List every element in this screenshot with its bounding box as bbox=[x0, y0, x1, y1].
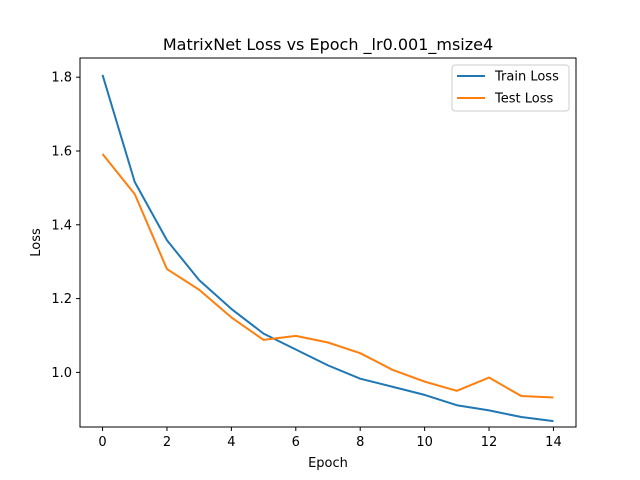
x-tick-label: 8 bbox=[356, 435, 364, 450]
y-tick-label: 1.0 bbox=[51, 366, 72, 381]
x-axis-label: Epoch bbox=[308, 456, 348, 471]
plot-frame bbox=[79, 57, 577, 428]
x-tick-label: 2 bbox=[163, 435, 171, 450]
legend-label-test: Test Loss bbox=[494, 92, 553, 107]
chart-title: MatrixNet Loss vs Epoch _lr0.001_msize4 bbox=[163, 35, 493, 55]
legend: Train Loss Test Loss bbox=[451, 64, 570, 112]
series-line-train-loss bbox=[101, 74, 554, 423]
series-line-test-loss bbox=[101, 153, 554, 399]
y-tick-label: 1.8 bbox=[51, 71, 72, 86]
x-tick-label: 14 bbox=[545, 435, 562, 450]
y-tick-label: 1.2 bbox=[51, 292, 72, 307]
y-tick-label: 1.6 bbox=[51, 144, 72, 159]
x-tick-label: 12 bbox=[481, 435, 498, 450]
x-tick-label: 0 bbox=[98, 435, 106, 450]
plot-area bbox=[101, 74, 554, 423]
x-tick-label: 4 bbox=[227, 435, 235, 450]
x-tick-label: 10 bbox=[416, 435, 433, 450]
y-axis-label: Loss bbox=[29, 228, 44, 257]
x-tick-label: 6 bbox=[292, 435, 300, 450]
y-tick-label: 1.4 bbox=[51, 218, 72, 233]
legend-label-train: Train Loss bbox=[494, 70, 559, 85]
